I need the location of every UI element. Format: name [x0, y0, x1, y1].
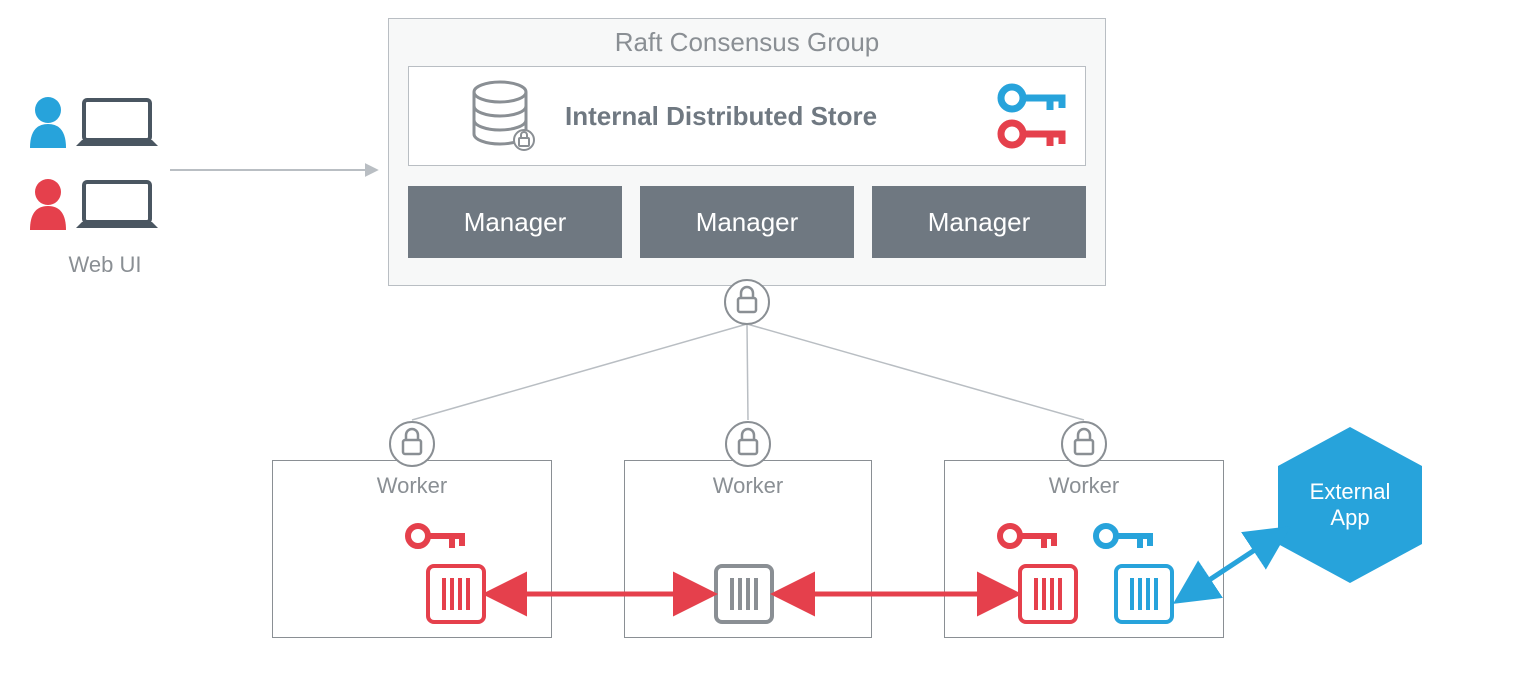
manager-label: Manager: [696, 207, 799, 238]
webui-label: Web UI: [55, 252, 155, 278]
worker-label: Worker: [945, 473, 1223, 499]
line-raft-to-worker-2: [747, 324, 748, 420]
internal-store-box: Internal Distributed Store: [408, 66, 1086, 166]
manager-box-2: Manager: [640, 186, 854, 258]
store-title: Internal Distributed Store: [565, 101, 877, 132]
worker-label: Worker: [273, 473, 551, 499]
lock-icon-raft: [725, 280, 769, 324]
laptop-icon-1: [76, 100, 158, 146]
worker-box-3: Worker: [944, 460, 1224, 638]
line-raft-to-worker-3: [747, 324, 1084, 420]
manager-box-3: Manager: [872, 186, 1086, 258]
manager-label: Manager: [464, 207, 567, 238]
user-red-icon: [30, 179, 66, 230]
external-app-label: External App: [1310, 479, 1391, 532]
manager-box-1: Manager: [408, 186, 622, 258]
line-raft-to-worker-1: [412, 324, 747, 420]
raft-title: Raft Consensus Group: [389, 27, 1105, 58]
external-app-hexagon: External App: [1272, 427, 1428, 583]
user-blue-icon: [30, 97, 66, 148]
worker-box-2: Worker: [624, 460, 872, 638]
laptop-icon-2: [76, 182, 158, 228]
worker-label: Worker: [625, 473, 871, 499]
worker-box-1: Worker: [272, 460, 552, 638]
manager-label: Manager: [928, 207, 1031, 238]
